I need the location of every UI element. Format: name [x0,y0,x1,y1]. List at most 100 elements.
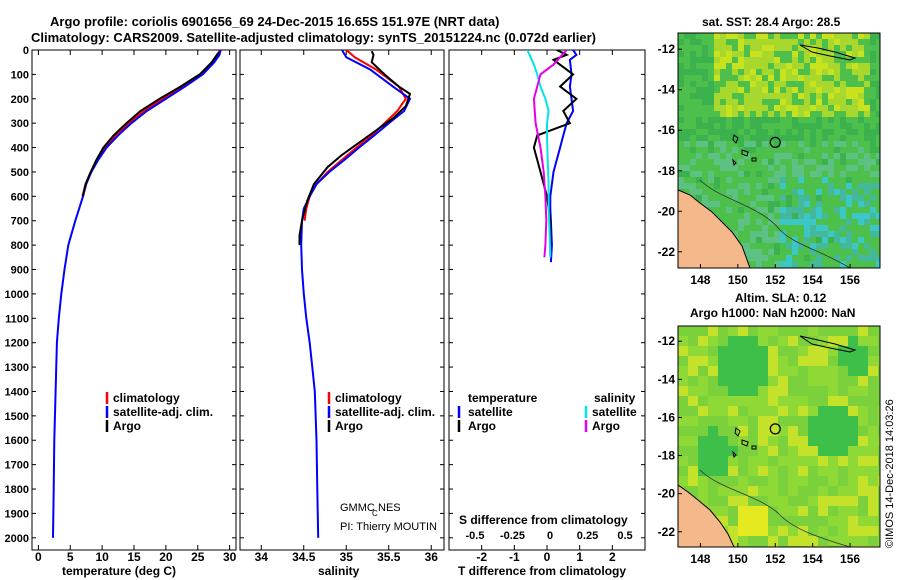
depth-tick-label: 900 [11,265,29,277]
salinity-legend: climatology satellite-adj. clim. Argo [327,391,435,433]
legend-temp-argo-label: Argo [468,419,496,433]
map-y-tick-label: -20 [658,487,676,501]
sst-map-frame [677,32,881,269]
x-tick-label: 0 [35,550,42,564]
map-y-tick-label: -14 [658,83,676,97]
depth-tick-label: 1300 [5,362,29,374]
map-y-tick-label: -18 [658,449,676,463]
salinity-diff-tick-label: -0.25 [500,530,525,542]
pi-annotation: GMMC C NES PI: Thierry MOUTIN [340,502,437,533]
map-x-tick-label: 148 [690,552,710,566]
salinity-series [298,50,412,538]
temperature-panel: 0100200300400500600700800900100011001200… [5,45,237,578]
depth-tick-label: 1500 [5,411,29,423]
map-x-tick-label: 150 [728,273,748,287]
header-title-line1: Argo profile: coriolis 6901656_69 24-Dec… [50,14,499,29]
legend-argo-label: Argo [113,419,141,433]
annotation-nes: NES [378,502,401,514]
difference-panel: -2 -1 0 1 2 -0.5 -0.25 0 0.25 0.5 temperature sa… [448,49,646,578]
salinity-depth-ticks [240,49,444,539]
depth-tick-label: 1200 [5,338,29,350]
annotation-gmmc: GMMC [340,502,375,514]
legend-satellite-label: satellite-adj. clim. [335,405,435,419]
legend-sal-satellite-label: satellite [592,405,637,419]
depth-tick-label: 1900 [5,508,29,520]
x-tick-label: 30 [223,550,237,564]
temperature-series [52,50,222,538]
sla-png-coast [799,335,857,353]
legend-temp-satellite-label: satellite [468,405,513,419]
salinity-plot-frame [239,49,445,551]
temperature-x-axis: 0 5 10 15 20 25 30 [35,50,237,564]
sla-map: Altim. SLA: 0.12 Argo h1000: NaN h2000: … [658,291,881,566]
series-line-salinity-argo [532,50,568,258]
x-tick-label: 34.5 [292,550,316,564]
depth-tick-label: 200 [11,94,29,106]
sst-islands [732,134,757,167]
depth-tick-label: 1800 [5,484,29,496]
temperature-x-label: temperature (deg C) [62,564,176,578]
salinity-diff-tick-label: -0.5 [466,530,485,542]
depth-tick-label: 700 [11,216,29,228]
temperature-legend: climatology satellite-adj. clim. Argo [105,391,213,433]
map-x-tick-label: 148 [690,273,710,287]
salinity-diff-tick-label: 0.25 [577,530,598,542]
legend-salinity-title: salinity [594,391,636,405]
depth-tick-label: 500 [11,167,29,179]
sla-map-frame [677,325,881,548]
depth-axis: 0 100 200 300 400 500 600 700 800 900 1000 1100 1200… [5,45,236,545]
salinity-difference-label: S difference from climatology [459,513,628,527]
x-tick-label: 34 [255,550,269,564]
difference-depth-ticks [449,49,645,539]
imos-credit: ©IMOS 14-Dec-2018 14:03:26 [884,399,896,548]
legend-temperature-title: temperature [468,391,538,405]
map-y-tick-label: -12 [658,334,676,348]
x-tick-label: 25 [191,550,205,564]
map-x-tick-label: 156 [840,552,860,566]
salinity-x-axis: 34 34.5 35 35.5 36 [255,50,439,564]
x-tick-label: 0 [544,550,551,564]
depth-tick-label: 1700 [5,460,29,472]
temperature-difference-label: T difference from climatology [458,564,626,578]
salinity-x-label: salinity [318,564,360,578]
annotation-subscript: C [372,509,378,518]
difference-x-axis: -2 -1 0 1 2 [476,50,616,564]
depth-tick-label: 1400 [5,386,29,398]
depth-tick-label: 100 [11,69,29,81]
x-tick-label: 5 [67,550,74,564]
x-tick-label: 36 [425,550,439,564]
x-tick-label: 1 [576,550,583,564]
map-y-tick-label: -22 [658,245,676,259]
depth-tick-label: 600 [11,191,29,203]
legend-climatology-label: climatology [335,391,402,405]
depth-tick-label: 0 [23,45,29,57]
sst-map: sat. SST: 28.4 Argo: 28.5 148 150 152 154 15… [658,15,881,287]
x-tick-label: 35.5 [377,550,401,564]
depth-tick-label: 1600 [5,435,29,447]
series-line-argo [82,51,220,197]
map-y-tick-label: -16 [658,123,676,137]
annotation-pi: PI: Thierry MOUTIN [340,521,437,533]
salinity-diff-tick-label: 0 [547,530,553,542]
map-x-tick-label: 154 [803,273,823,287]
depth-tick-label: 1000 [5,289,29,301]
map-x-tick-label: 154 [803,552,823,566]
map-y-tick-label: -12 [658,42,676,56]
sla-float-marker [769,423,781,435]
depth-tick-label: 400 [11,143,29,155]
sla-map-title: Altim. SLA: 0.12 [735,291,827,305]
sla-map-image [678,326,880,547]
sst-map-axes: 148 150 152 154 156 -12 -14 -16 -18 -20 -22 [658,42,861,287]
depth-tick-label: 2000 [5,533,29,545]
map-y-tick-label: -18 [658,164,676,178]
map-y-tick-label: -14 [658,372,676,386]
difference-series [526,50,578,263]
sla-coastline-land [678,484,735,547]
depth-tick-label: 800 [11,240,29,252]
legend-satellite-label: satellite-adj. clim. [113,405,213,419]
map-y-tick-label: -16 [658,410,676,424]
depth-tick-label: 300 [11,118,29,130]
series-line-salinity-satellite [526,50,552,258]
sst-png-coast [799,44,857,61]
